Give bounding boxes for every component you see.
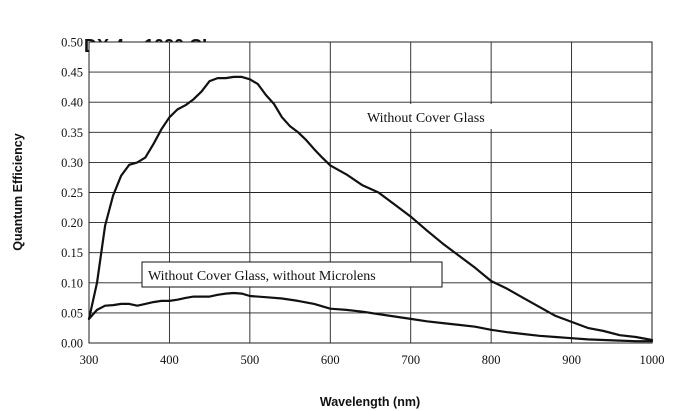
x-tick-label: 700: [401, 353, 420, 367]
annotation-box: [359, 104, 525, 129]
y-tick-label: 0.25: [61, 186, 83, 200]
x-axis-title: Wavelength (nm): [320, 395, 420, 409]
y-tick-label: 0.15: [61, 246, 83, 260]
y-tick-label: 0.50: [61, 36, 83, 50]
annotation-without-cover-glass: Without Cover Glass: [359, 104, 525, 129]
x-tick-label: 900: [562, 353, 581, 367]
x-tick-label: 300: [80, 353, 99, 367]
annotation-label: Without Cover Glass: [367, 111, 485, 126]
x-tick-label: 600: [321, 353, 340, 367]
y-tick-label: 0.35: [61, 126, 83, 140]
annotation-without-microlens: Without Cover Glass, without Microlens: [141, 261, 443, 288]
y-tick-label: 0.20: [61, 216, 83, 230]
x-tick-label: 500: [240, 353, 259, 367]
gridlines: [88, 41, 653, 344]
series-line-without-cover-glass: [87, 75, 654, 342]
x-tick-label: 800: [482, 353, 501, 367]
y-tick-label: 0.30: [61, 156, 83, 170]
x-tick-labels: 300 400 500 600 700 800 900 1000: [80, 353, 665, 367]
y-tick-label: 0.40: [61, 96, 83, 110]
y-tick-labels: 0.00 0.05 0.10 0.15 0.20 0.25 0.30 0.35 0.40 0.45…: [61, 36, 83, 351]
y-tick-label: 0.05: [61, 306, 83, 320]
y-tick-label: 0.45: [61, 66, 83, 80]
x-tick-label: 1000: [640, 353, 665, 367]
annotation-label: Without Cover Glass, without Microlens: [148, 269, 376, 284]
series-line-without-microlens: [87, 291, 654, 343]
series-layer: [87, 75, 654, 343]
y-tick-label: 0.00: [61, 337, 83, 351]
annotation-box: [141, 261, 443, 288]
y-axis-title: Quantum Efficiency: [11, 133, 25, 250]
y-tick-label: 0.10: [61, 276, 83, 290]
x-tick-label: 400: [160, 353, 179, 367]
